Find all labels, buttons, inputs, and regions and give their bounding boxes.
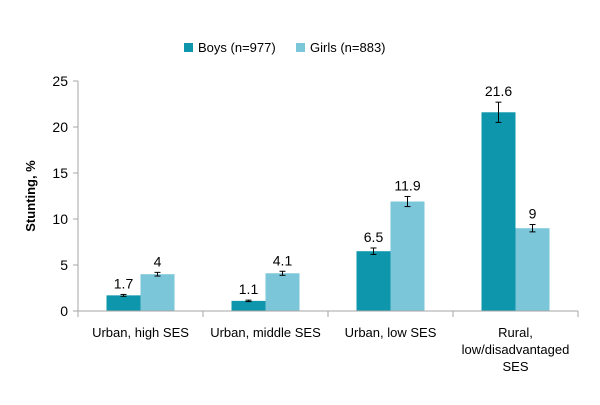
y-tick-label: 5 — [60, 257, 68, 273]
bar — [140, 274, 175, 311]
y-axis: 0 5 10 15 20 25 — [52, 73, 79, 319]
y-tick-label: 10 — [52, 211, 68, 227]
data-label: 21.6 — [485, 83, 512, 99]
data-label: 4.1 — [273, 252, 293, 268]
y-tick-label: 20 — [52, 119, 68, 135]
legend-swatch-girls — [296, 43, 305, 52]
bar — [356, 251, 391, 311]
x-tick-label: low/disadvantaged — [462, 342, 570, 357]
bars: 1.7 1.1 6.5 21.6 4 4.1 11.9 9 — [106, 83, 550, 311]
y-tick-label: 15 — [52, 165, 68, 181]
bar — [515, 228, 550, 311]
bar — [265, 273, 300, 311]
legend-label-girls: Girls (n=883) — [310, 40, 386, 55]
x-tick-label: Urban, middle SES — [210, 325, 321, 340]
x-tick-label: Urban, low SES — [345, 325, 437, 340]
data-label: 9 — [529, 206, 537, 222]
legend: Boys (n=977) Girls (n=883) — [184, 40, 386, 55]
data-label: 6.5 — [364, 229, 384, 245]
y-tick-label: 25 — [52, 73, 68, 89]
data-label: 1.1 — [239, 281, 259, 297]
data-label: 11.9 — [394, 177, 420, 193]
x-tick-label: SES — [502, 359, 528, 374]
bar — [390, 201, 425, 311]
legend-label-boys: Boys (n=977) — [198, 40, 276, 55]
x-axis: Urban, high SES Urban, middle SES Urban, l… — [77, 310, 579, 374]
x-tick-label: Urban, high SES — [92, 325, 189, 340]
x-tick-label: Rural, — [498, 325, 533, 340]
data-label: 1.7 — [114, 275, 134, 291]
y-tick-label: 0 — [60, 303, 68, 319]
legend-swatch-boys — [184, 43, 193, 52]
bar — [481, 112, 516, 311]
data-label: 4 — [154, 253, 162, 269]
bar — [106, 295, 141, 311]
bar — [231, 300, 266, 311]
y-axis-title: Stunting, % — [23, 160, 38, 232]
